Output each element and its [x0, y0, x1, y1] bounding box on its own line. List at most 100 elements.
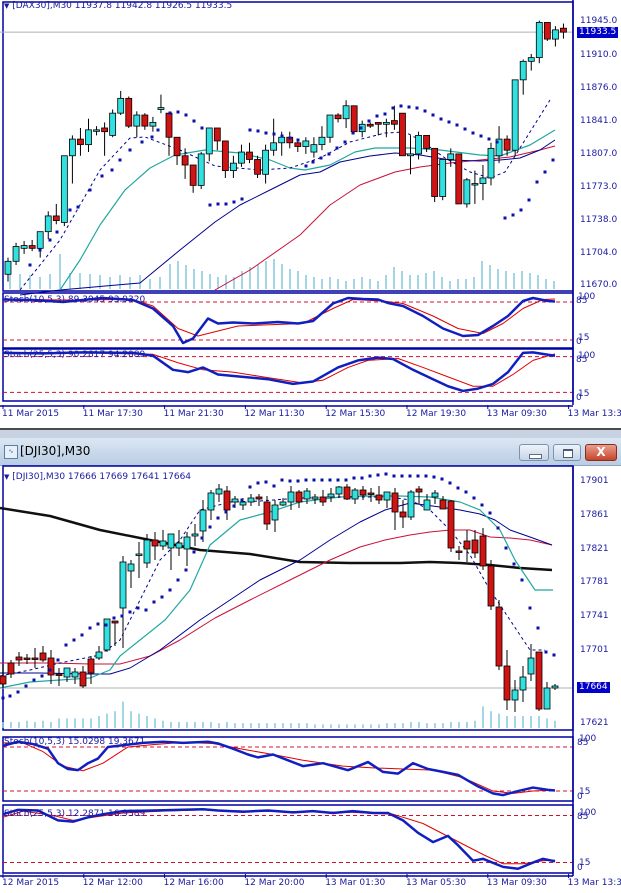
parabolic-sar-dot: [232, 504, 236, 508]
bear-candle: [455, 153, 463, 205]
parabolic-sar-dot: [176, 110, 180, 114]
price-tick-label: 17621: [580, 718, 609, 728]
bull-candle: [535, 22, 543, 59]
parabolic-sar-dot: [56, 658, 60, 662]
parabolic-sar-dot: [328, 478, 332, 482]
bull-candle: [326, 114, 334, 138]
bull-candle: [167, 533, 175, 549]
parabolic-sar-dot: [344, 478, 348, 482]
bull-candle: [127, 563, 135, 572]
dji30-stoch2-label: Stoch(25,5,3) 12.2871 16.9389: [4, 809, 146, 819]
parabolic-sar-dot: [511, 213, 515, 217]
bear-candle: [455, 550, 463, 553]
dax30-stoch2-main-line: [2, 351, 556, 393]
bull-candle: [303, 490, 311, 500]
parabolic-sar-dot: [496, 526, 500, 530]
price-tick-label: 11876.0: [580, 83, 618, 93]
parabolic-sar-dot: [376, 473, 380, 477]
bull-candle: [157, 107, 165, 110]
bull-candle: [511, 689, 519, 701]
maximize-button[interactable]: [553, 444, 581, 461]
bear-candle: [294, 142, 302, 147]
bear-candle: [487, 565, 495, 607]
parabolic-sar-dot: [520, 578, 524, 582]
bull-candle: [302, 140, 310, 147]
dji30-header: ▼ [DJI30],M30 17666 17669 17641 17664: [4, 472, 191, 482]
minimize-button[interactable]: [519, 444, 549, 461]
bear-candle: [255, 496, 263, 500]
bear-candle: [221, 140, 229, 171]
parabolic-sar-dot: [280, 478, 284, 482]
parabolic-sar-dot: [32, 678, 36, 682]
bull-candle: [511, 79, 519, 151]
bear-candle: [295, 491, 303, 503]
dji30-stoch2-level-15: 15: [579, 858, 591, 868]
moving-average-navy: [19, 139, 556, 296]
parabolic-sar-dot: [192, 119, 196, 123]
bear-candle: [415, 488, 423, 493]
collapse-triangle-icon[interactable]: ▼: [4, 473, 10, 481]
parabolic-sar-dot: [264, 480, 268, 484]
window-separator: [0, 428, 621, 438]
bull-candle: [551, 685, 559, 689]
bull-candle: [63, 667, 71, 678]
time-tick-label: 13 Mar 05:30: [406, 878, 467, 888]
bull-candle: [335, 486, 343, 495]
parabolic-sar-dot: [120, 614, 124, 618]
bull-candle: [463, 179, 471, 205]
dax30-chart-canvas[interactable]: [0, 0, 621, 428]
parabolic-sar-dot: [536, 626, 540, 630]
parabolic-sar-dot: [232, 200, 236, 204]
parabolic-sar-dot: [256, 129, 260, 133]
parabolic-sar-dot: [140, 140, 144, 144]
dax30-stoch1-level-15: 15: [578, 333, 590, 343]
bear-candle: [391, 492, 399, 513]
time-tick-label: 12 Mar 19:30: [406, 409, 467, 419]
bull-candle: [215, 488, 223, 495]
price-tick-label: 11807.0: [580, 149, 618, 159]
bear-candle: [503, 665, 511, 701]
bull-candle: [495, 138, 503, 157]
parabolic-sar-dot: [104, 623, 108, 627]
bear-candle: [223, 490, 231, 511]
bull-candle: [407, 491, 415, 518]
bear-candle: [431, 147, 439, 197]
parabolic-sar-dot: [118, 158, 122, 162]
dji30-symbol-ohlc: [DJI30],M30 17666 17669 17641 17664: [12, 472, 192, 482]
bear-candle: [390, 120, 398, 125]
parabolic-sar-dot: [88, 626, 92, 630]
dji30-title-bar[interactable]: ∿ [DJI30],M30 X: [0, 438, 621, 466]
bull-candle: [197, 153, 205, 186]
bear-candle: [31, 657, 39, 660]
time-tick-label: 13 Mar 01:30: [325, 878, 386, 888]
bull-candle: [20, 245, 28, 249]
dji30-chart-window[interactable]: ∿ [DJI30],M30 X: [0, 438, 621, 893]
bull-candle: [143, 539, 151, 564]
dji30-stoch1-level-15: 15: [579, 787, 591, 797]
close-button[interactable]: X: [585, 444, 617, 461]
bull-candle: [342, 105, 350, 120]
bull-candle: [159, 540, 167, 547]
collapse-triangle-icon[interactable]: ▼: [4, 2, 10, 10]
parabolic-sar-dot: [280, 134, 284, 138]
bull-candle: [207, 492, 215, 511]
time-tick-label: 12 Mar 15:30: [325, 409, 386, 419]
parabolic-sar-dot: [456, 486, 460, 490]
bear-candle: [543, 22, 551, 40]
bear-candle: [366, 123, 374, 127]
parabolic-sar-dot: [336, 478, 340, 482]
parabolic-sar-dot: [335, 146, 339, 150]
parabolic-sar-dot: [128, 148, 132, 152]
bear-candle: [52, 215, 60, 221]
parabolic-sar-dot: [100, 174, 104, 178]
parabolic-sar-dot: [327, 152, 331, 156]
parabolic-sar-dot: [495, 140, 499, 144]
bear-candle: [77, 138, 84, 146]
dax30-chart-window[interactable]: ▼ [DAX30],M30 11937.8 11942.8 11926.5 11…: [0, 0, 621, 428]
time-tick-label: 11 Mar 21:30: [163, 409, 224, 419]
bull-candle: [229, 162, 237, 171]
parabolic-sar-dot: [527, 198, 531, 202]
price-tick-label: 11945.0: [580, 16, 618, 26]
bull-candle: [238, 151, 245, 164]
